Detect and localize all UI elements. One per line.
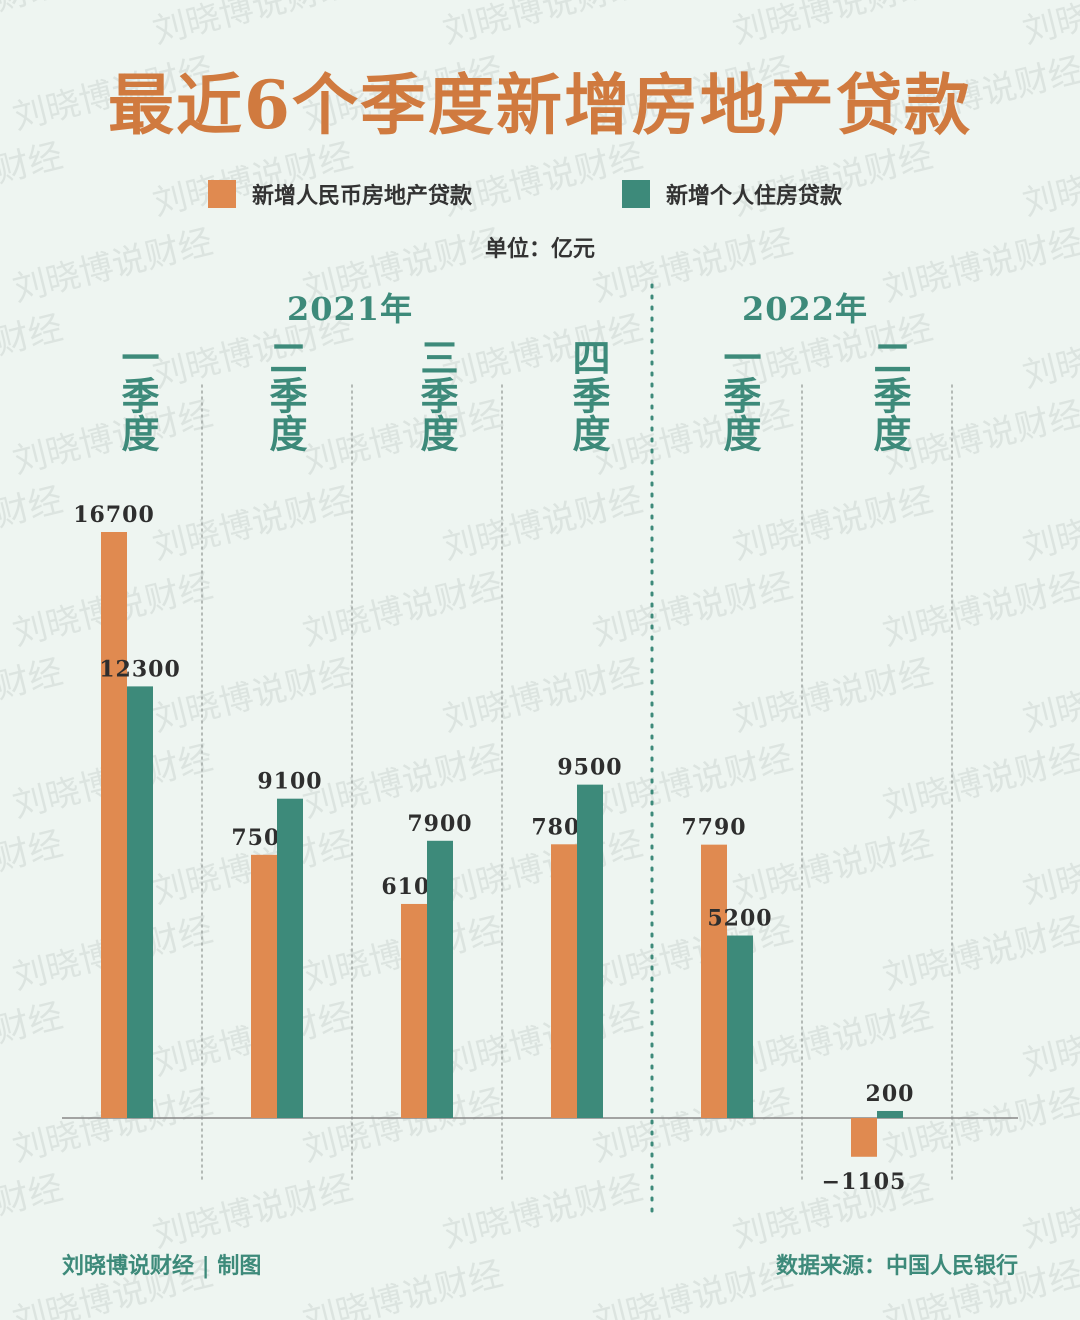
legend-item-real-estate-loans: 新增人民币房地产贷款 [208, 178, 472, 210]
data-label: 7900 [407, 811, 472, 837]
bar-housing-loans [877, 1110, 903, 1118]
data-label: 5200 [707, 906, 772, 932]
quarter-label: 一季度 [115, 338, 160, 452]
bar-real-estate-loans [401, 903, 427, 1118]
year-label-2021: 2021年 [286, 290, 414, 328]
bar-housing-loans [127, 686, 153, 1118]
legend-item-housing-loans: 新增个人住房贷款 [622, 178, 842, 210]
data-label: 9100 [257, 769, 322, 795]
legend-label: 新增人民币房地产贷款 [252, 183, 473, 209]
data-label: 12300 [99, 656, 181, 682]
legend: 新增人民币房地产贷款 新增个人住房贷款 [0, 178, 1080, 212]
data-label: 16700 [73, 502, 155, 528]
bar-housing-loans [427, 840, 453, 1118]
bar-real-estate-loans [251, 854, 277, 1118]
year-label-2022: 2022年 [741, 290, 869, 328]
legend-swatch-teal [622, 180, 650, 208]
unit-label: 单位：亿元 [484, 236, 595, 262]
bar-housing-loans [727, 935, 753, 1118]
bar-housing-loans [277, 798, 303, 1118]
quarter-label: 三季度 [414, 338, 459, 452]
data-label: 7790 [681, 815, 746, 841]
bar-housing-loans [577, 784, 603, 1118]
bar-real-estate-loans [701, 844, 727, 1118]
bar-real-estate-loans [551, 844, 577, 1118]
legend-label: 新增个人住房贷款 [666, 183, 843, 209]
quarter-label: 一季度 [717, 338, 762, 452]
data-label: 200 [866, 1081, 915, 1107]
bar-real-estate-loans [101, 532, 127, 1118]
legend-swatch-orange [208, 180, 236, 208]
data-label: −1105 [822, 1169, 907, 1195]
chart-title: 最近6个季度新增房地产贷款 [108, 66, 972, 144]
data-label: 9500 [557, 755, 622, 781]
quarter-label: 二季度 [263, 338, 308, 452]
footer-credit: 刘晓博说财经 | 制图 [62, 1253, 262, 1279]
bar-real-estate-loans [851, 1118, 877, 1157]
quarter-label: 二季度 [867, 338, 912, 452]
quarter-label: 四季度 [566, 338, 611, 452]
footer-source: 数据来源：中国人民银行 [775, 1253, 1018, 1279]
